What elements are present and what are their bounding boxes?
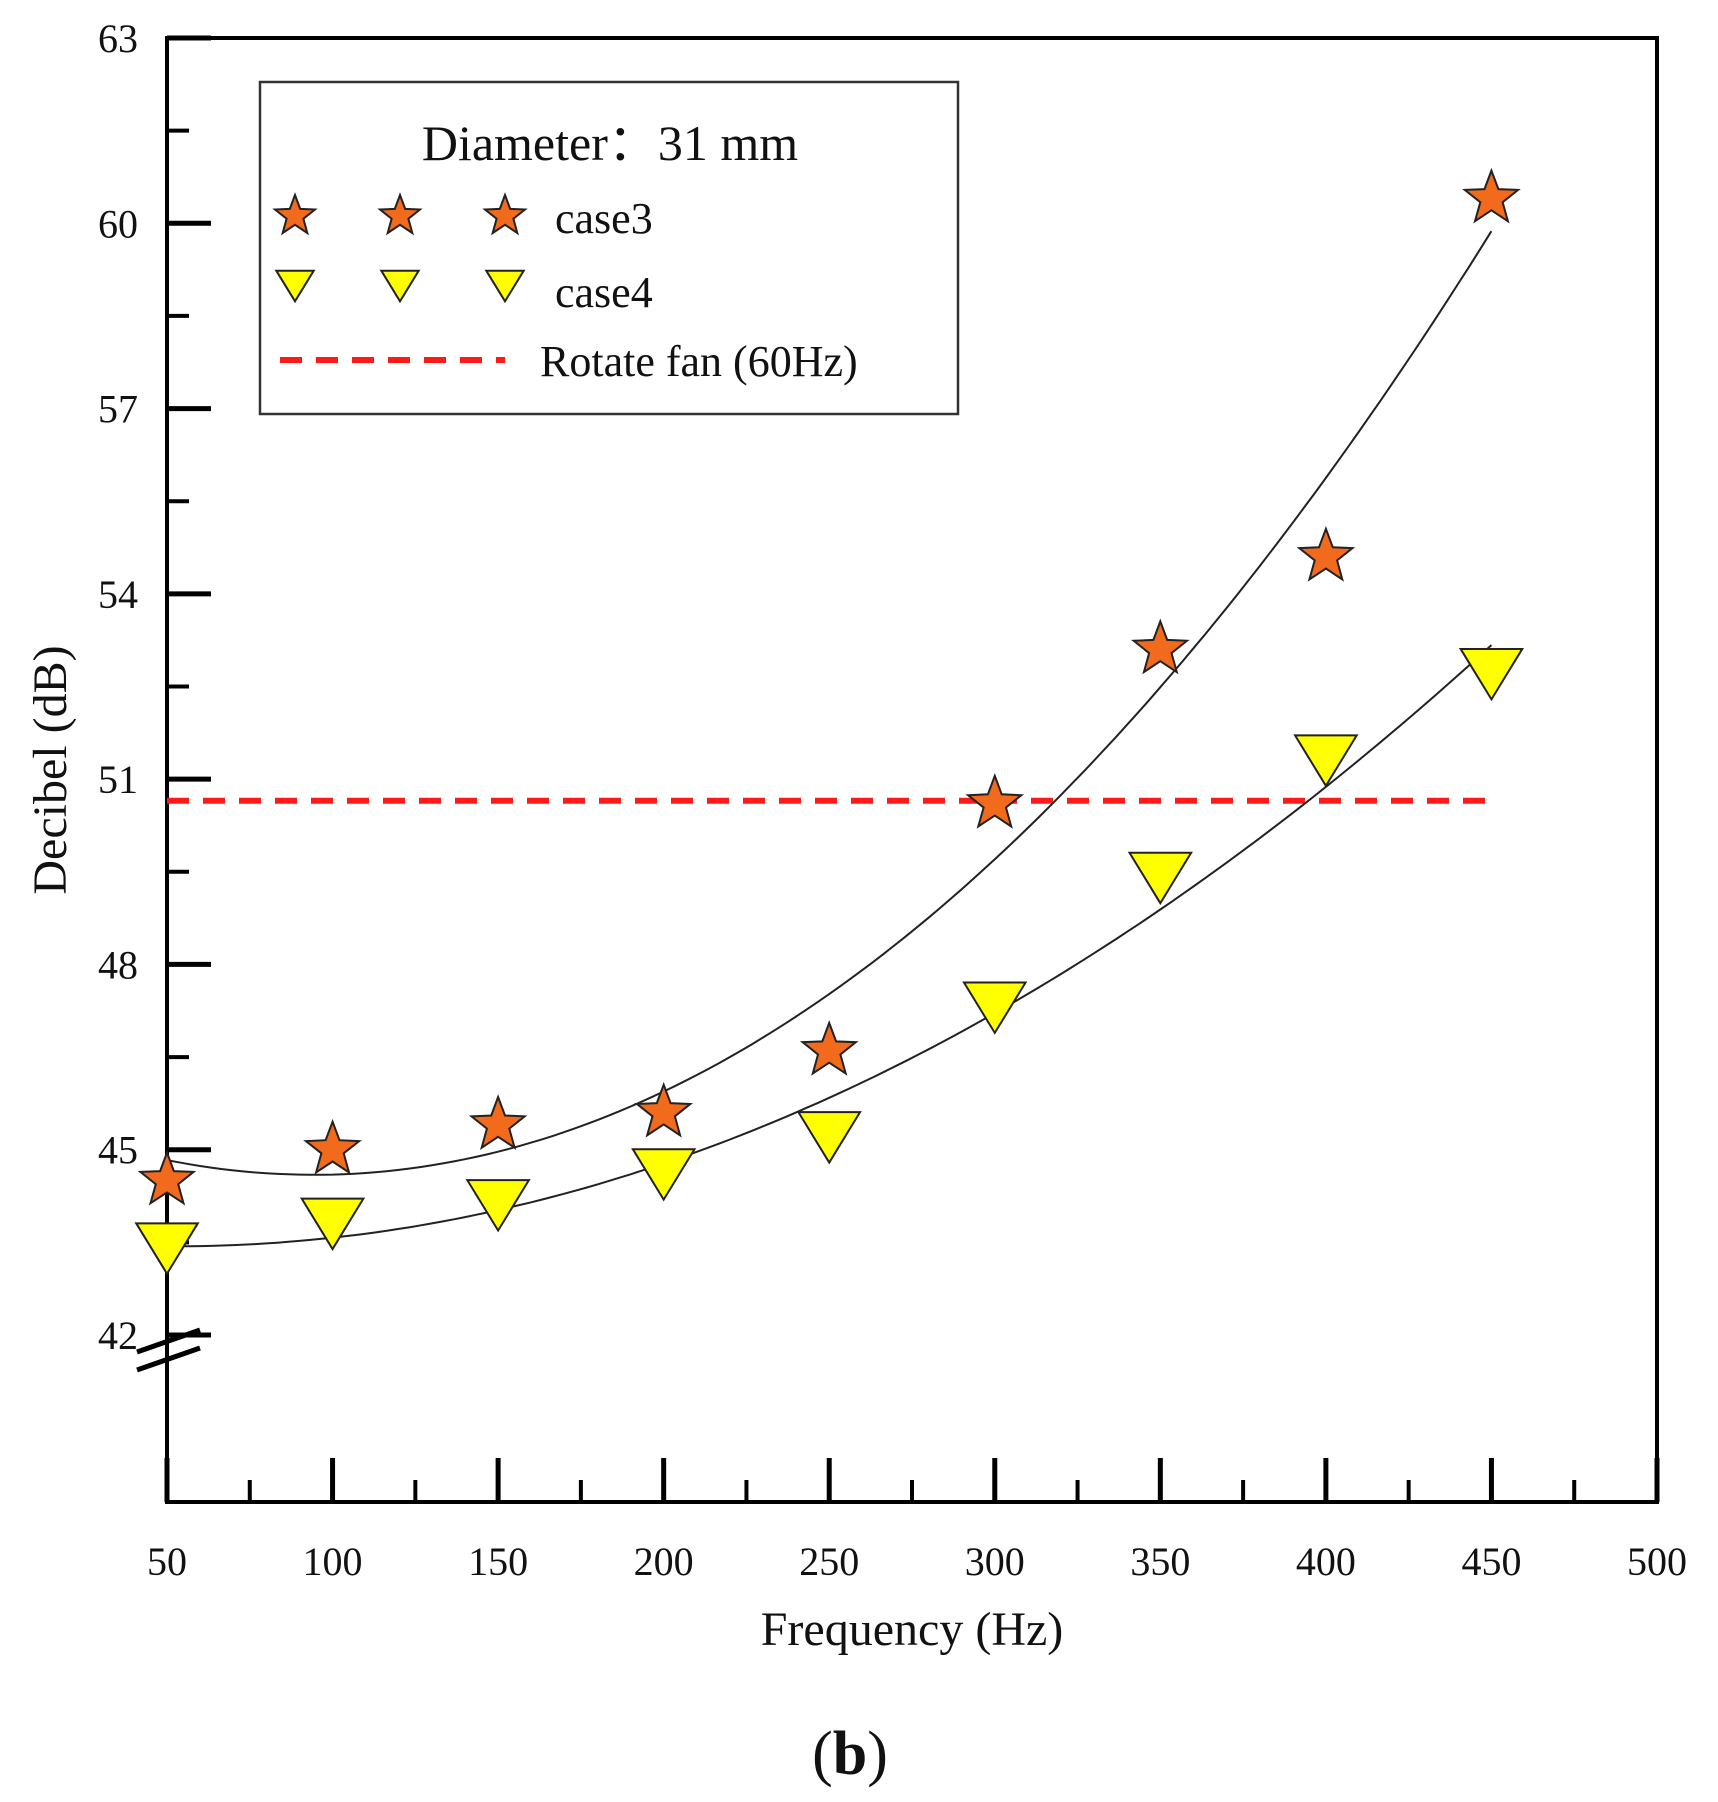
case4-point [1458,647,1525,702]
legend-label-case3: case3 [555,194,653,243]
case4-point [134,1222,200,1276]
x-tick-label: 400 [1296,1539,1356,1584]
case3-point [468,1094,528,1151]
case4-point [631,1148,697,1202]
legend-markers [272,192,528,304]
x-tick-label: 150 [468,1539,528,1584]
y-tick-label: 57 [98,387,138,432]
x-tick-label: 450 [1461,1539,1521,1584]
legend-title: Diameter：31 mm [422,115,798,171]
case3-point [965,772,1025,829]
fit-curve-case4 [167,644,1493,1248]
case3-point [634,1081,694,1138]
x-tick-label: 50 [147,1539,187,1584]
y-tick-label: 54 [98,572,138,617]
y-tick-label: 60 [98,201,138,246]
legend-marker-case3 [482,192,528,236]
x-tick-labels: 50 100 150 200 250 300 350 400 450 500 [147,1539,1687,1584]
case4-point [1293,734,1359,788]
y-tick-label: 42 [98,1313,138,1358]
legend: Diameter：31 mm case3 case4 Rotate fan (6… [258,80,960,416]
y-tick-label: 63 [98,16,138,61]
y-tick-label: 51 [98,757,138,802]
axis-ticks [164,35,1660,1502]
x-axis-title: Frequency (Hz) [761,1603,1064,1656]
panel-label: (b) [812,1720,888,1788]
case3-point [1296,525,1356,582]
legend-box [258,80,960,416]
x-tick-label: 200 [634,1539,694,1584]
x-tick-label: 250 [799,1539,859,1584]
legend-marker-case4 [379,269,421,304]
case3-point [799,1020,859,1076]
y-tick-label: 48 [98,942,138,987]
case4-point [796,1111,862,1165]
case3-point [1130,618,1190,675]
case4-point [465,1179,531,1233]
x-tick-label: 300 [965,1539,1025,1584]
panel-label-open: ( [812,1720,833,1788]
panel-label-letter: b [833,1720,867,1788]
legend-marker-case3 [272,192,318,236]
legend-marker-case4 [274,269,316,304]
fit-curves [166,230,1493,1248]
data-markers [134,167,1525,1276]
case3-point [137,1149,197,1206]
case4-point [1127,851,1193,906]
legend-label-case4: case4 [555,268,653,317]
y-axis-title: Decibel (dB) [24,645,77,894]
legend-marker-case4 [484,269,526,304]
x-tick-label: 350 [1130,1539,1190,1584]
case4-point [299,1197,366,1251]
x-tick-label: 500 [1627,1539,1687,1584]
panel-label-close: ) [867,1720,888,1788]
x-tick-label: 100 [303,1539,363,1584]
y-tick-labels: 42 45 48 51 54 57 60 63 [98,16,138,1358]
fit-curve-case3 [166,230,1493,1176]
case3-point [1462,167,1521,224]
legend-label-rotate-fan: Rotate fan (60Hz) [540,337,858,386]
y-tick-label: 45 [98,1128,138,1173]
legend-marker-case3 [377,192,423,236]
case4-point [962,981,1028,1035]
case3-point [303,1118,362,1175]
